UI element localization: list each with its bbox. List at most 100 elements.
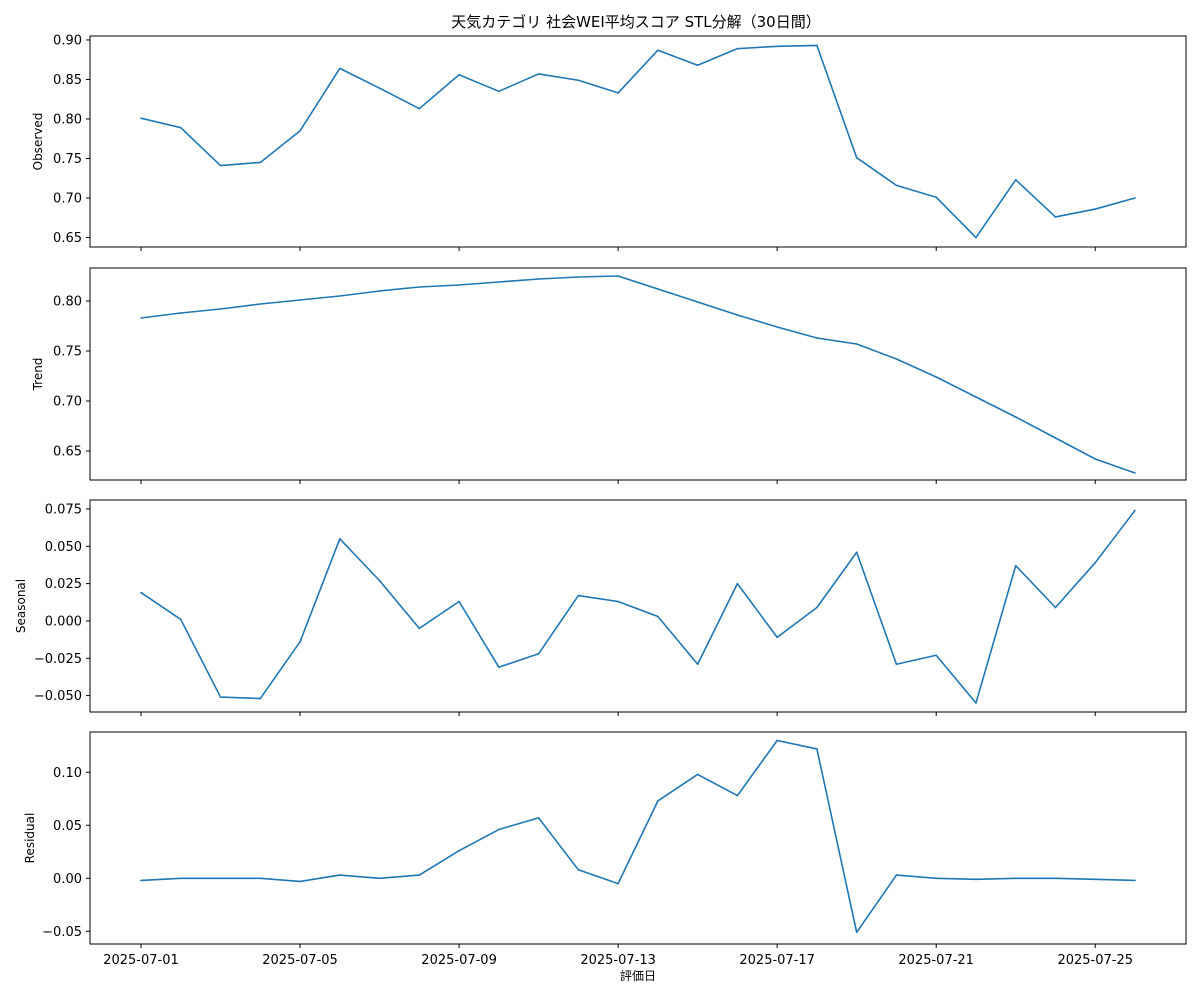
panel-2-point (855, 343, 858, 345)
chart-title: 天気カテゴリ 社会WEI平均スコア STL分解（30日間） (451, 13, 820, 31)
panel-1-point (617, 92, 619, 94)
panel-2-point (617, 275, 619, 277)
panel-4-point (339, 874, 341, 876)
panel-1-point (259, 161, 262, 164)
panel-3-point (537, 652, 540, 655)
panel-4-point (816, 748, 818, 750)
panel-2-point (339, 295, 341, 297)
panel-3-point (895, 663, 898, 666)
panel-4-point (855, 931, 858, 934)
panel-4-point (179, 877, 182, 880)
panel-4-ytick-label: 0.00 (53, 872, 82, 887)
panel-4-point (1014, 877, 1017, 880)
panel-2-point (577, 276, 580, 278)
panel-3-point (219, 696, 222, 698)
panel-3-point (577, 594, 580, 597)
panel-3-point (179, 618, 182, 621)
panel-3-point (458, 600, 460, 603)
panel-3-point (657, 615, 659, 618)
panel-2-point (418, 286, 421, 288)
panel-1-point (219, 164, 222, 167)
panel-3-series-line (140, 509, 1136, 704)
panel-3-ylabel: Seasonal (14, 579, 28, 633)
panel-1-ytick-label: 0.65 (53, 231, 82, 246)
panel-3-point (617, 600, 619, 603)
panel-2-ytick-label: 0.65 (53, 445, 82, 460)
panel-3-point (498, 666, 500, 669)
panel-1-point (378, 87, 381, 89)
panel-3-point (696, 663, 699, 666)
panel-4-point (219, 877, 222, 880)
panel-2-point (696, 301, 699, 303)
panel-1-ylabel: Observed (31, 113, 45, 171)
panel-2-point (498, 281, 500, 283)
panel-4-point (1094, 878, 1097, 881)
panel-4-point (975, 878, 977, 881)
panel-3-point (378, 579, 381, 582)
panel-2-point (657, 288, 659, 290)
panel-1-point (935, 196, 937, 199)
x-tick-label: 2025-07-25 (1057, 953, 1133, 968)
panel-2-point (736, 314, 739, 316)
panel-3-ytick-label: −0.050 (34, 689, 82, 704)
panel-2-point (458, 284, 460, 286)
panel-1-point (816, 44, 818, 47)
panel-1-point (537, 73, 540, 75)
panel-4-point (577, 869, 580, 871)
x-tick-label: 2025-07-13 (580, 953, 656, 968)
panel-4-point (418, 874, 421, 876)
panel-2-ylabel: Trend (31, 358, 45, 392)
panel-3-point (1054, 606, 1057, 609)
panel-2-point (935, 376, 937, 378)
panel-1-ytick-label: 0.85 (53, 73, 82, 88)
panel-2-ytick-label: 0.70 (53, 395, 82, 410)
panel-2-point (219, 308, 222, 310)
panel-4-point (537, 817, 540, 819)
panel-3-point (339, 538, 341, 540)
panel-2-point (537, 278, 540, 280)
panel-4-point (696, 773, 699, 776)
panel-4-point (657, 800, 659, 802)
panel-1-point (140, 117, 142, 119)
panel-2-point (179, 312, 182, 314)
panel-4-point (259, 877, 262, 880)
panel-4-ytick-label: 0.05 (53, 819, 82, 834)
panel-1-ytick-label: 0.70 (53, 192, 82, 207)
panel-3-point (418, 627, 421, 630)
panel-3-point (1094, 561, 1097, 564)
panel-4-point (1134, 879, 1136, 882)
panel-3-point (975, 702, 977, 704)
panel-4-point (1054, 877, 1057, 880)
panel-4-point (736, 794, 739, 797)
panel-2-point (816, 337, 818, 339)
panel-3-point (935, 654, 937, 657)
panel-3-point (776, 636, 778, 639)
x-axis-label: 評価日 (620, 968, 656, 983)
panel-4-point (935, 877, 937, 880)
panel-1-ytick-label: 0.90 (53, 33, 82, 48)
panel-3-point (855, 551, 858, 554)
panel-1-point (855, 156, 858, 159)
panel-2-point (1134, 472, 1136, 474)
panel-4-point (299, 880, 301, 883)
panel-1-point (299, 130, 301, 132)
panel-4-point (776, 739, 778, 742)
panel-2-point (776, 326, 778, 328)
panel-3-point (1014, 564, 1017, 567)
panel-1-point (1134, 197, 1136, 199)
panel-2-series-line (140, 275, 1136, 474)
panel-1-point (657, 49, 659, 52)
panel-1-ytick-label: 0.75 (53, 152, 82, 167)
panel-4-point (617, 882, 619, 885)
panel-1-point (179, 126, 182, 129)
panel-2-ytick-label: 0.80 (53, 295, 82, 310)
panel-3-frame (89, 499, 1187, 713)
x-tick-label: 2025-07-21 (898, 953, 974, 968)
panel-3-point (259, 697, 262, 700)
x-tick-label: 2025-07-17 (739, 953, 815, 968)
panel-3-point (140, 591, 142, 594)
panel-1-frame (89, 35, 1187, 248)
panel-1-point (418, 107, 421, 110)
